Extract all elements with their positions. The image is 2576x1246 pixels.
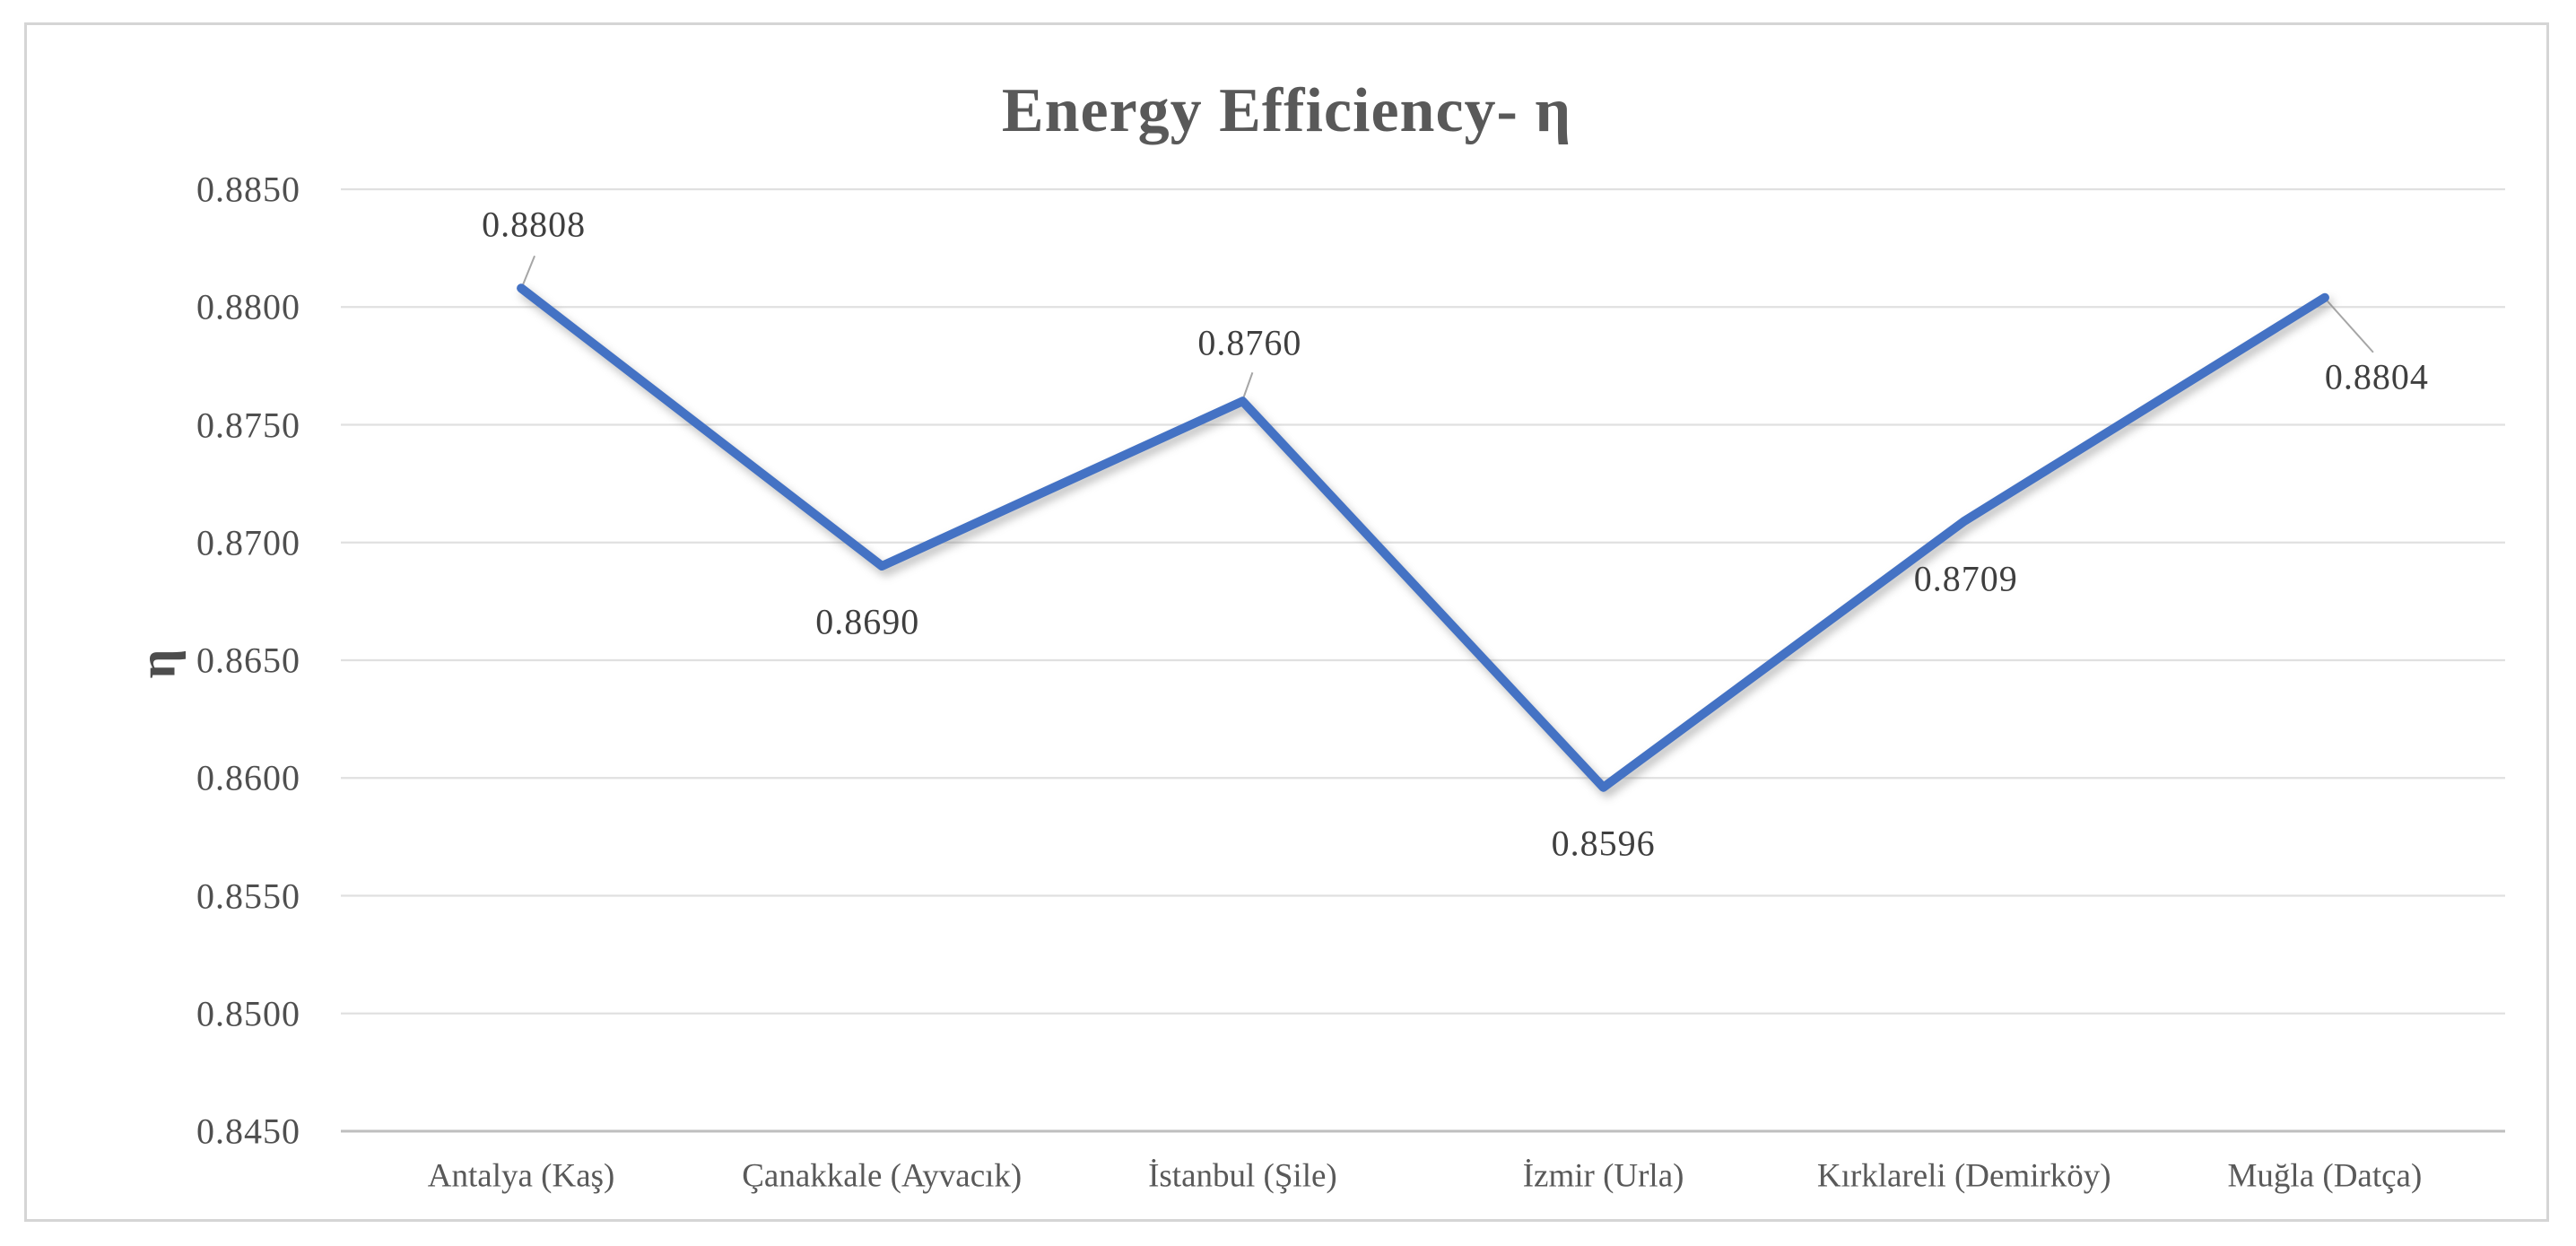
- y-tick-label: 0.8650: [196, 640, 300, 681]
- chart-title: Energy Efficiency- η: [1001, 76, 1572, 145]
- y-tick-label: 0.8750: [196, 405, 300, 445]
- data-point-label: 0.8596: [1551, 823, 1656, 864]
- x-tick-label: Muğla (Datça): [2227, 1157, 2423, 1195]
- y-tick-label: 0.8850: [196, 169, 300, 210]
- x-tick-label: Antalya (Kaş): [427, 1157, 615, 1195]
- x-tick-label: İstanbul (Şile): [1148, 1157, 1337, 1195]
- y-tick-label: 0.8700: [196, 522, 300, 563]
- y-tick-label: 0.8800: [196, 286, 300, 327]
- data-point-label: 0.8760: [1197, 322, 1302, 363]
- chart-frame: Energy Efficiency- η η 0.8850 0.8800 0.875…: [24, 22, 2549, 1222]
- y-tick-label: 0.8500: [196, 993, 300, 1034]
- x-tick-label: Çanakkale (Ayvacık): [742, 1157, 1023, 1195]
- data-point-label: 0.8690: [815, 601, 920, 642]
- y-tick-label: 0.8550: [196, 876, 300, 916]
- x-tick-label: Kırklareli (Demirköy): [1816, 1157, 2111, 1195]
- energy-efficiency-series-line: [517, 283, 2329, 792]
- data-label-leader-line: [522, 255, 536, 285]
- data-label-leader-line: [1242, 371, 1254, 398]
- line-plot: [341, 187, 2505, 1133]
- data-point-label: 0.8804: [2324, 356, 2429, 397]
- data-point-label: 0.8709: [1913, 558, 2018, 599]
- y-tick-label: 0.8450: [196, 1111, 300, 1152]
- data-point-label: 0.8808: [482, 204, 587, 245]
- x-tick-label: İzmir (Urla): [1522, 1157, 1684, 1195]
- data-label-leader-line: [2327, 301, 2374, 353]
- y-tick-label: 0.8600: [196, 757, 300, 798]
